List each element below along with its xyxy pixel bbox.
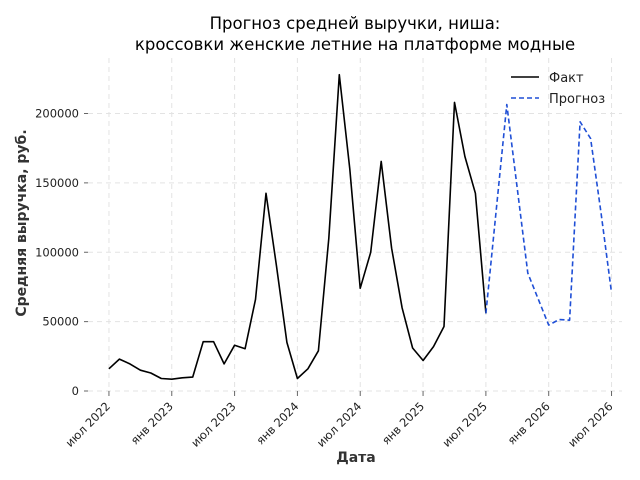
chart-title-line-2: кроссовки женские летние на платформе мо… <box>135 35 575 54</box>
x-tick-label: янв 2026 <box>505 399 553 447</box>
chart-title-line-1: Прогноз средней выручки, ниша: <box>210 14 501 33</box>
legend-label-forecast: Прогноз <box>549 92 605 107</box>
x-tick-label: июл 2025 <box>439 399 490 450</box>
x-tick-label: июл 2024 <box>314 399 365 450</box>
grid <box>88 58 622 392</box>
y-tick-label: 50000 <box>42 315 79 329</box>
series-line-forecast <box>485 103 613 326</box>
y-tick-label: 150000 <box>35 176 79 190</box>
x-tick-label: янв 2025 <box>379 399 427 447</box>
series-line-fact <box>108 73 487 381</box>
series-lines <box>108 73 613 381</box>
legend: Факт Прогноз <box>511 71 605 107</box>
y-tick-label: 200000 <box>35 107 79 121</box>
y-axis-label: Средняя выручка, руб. <box>14 129 30 316</box>
x-axis-label: Дата <box>336 450 375 466</box>
x-tick-label: июл 2022 <box>63 399 114 450</box>
y-tick-label: 100000 <box>35 245 79 259</box>
x-tick-label: июл 2023 <box>188 399 239 450</box>
x-tick-label: июл 2026 <box>565 399 616 450</box>
y-tick-label: 0 <box>72 384 79 398</box>
x-tick-label: янв 2024 <box>253 399 301 447</box>
legend-label-fact: Факт <box>549 71 584 86</box>
x-tick-label: янв 2023 <box>128 399 176 447</box>
